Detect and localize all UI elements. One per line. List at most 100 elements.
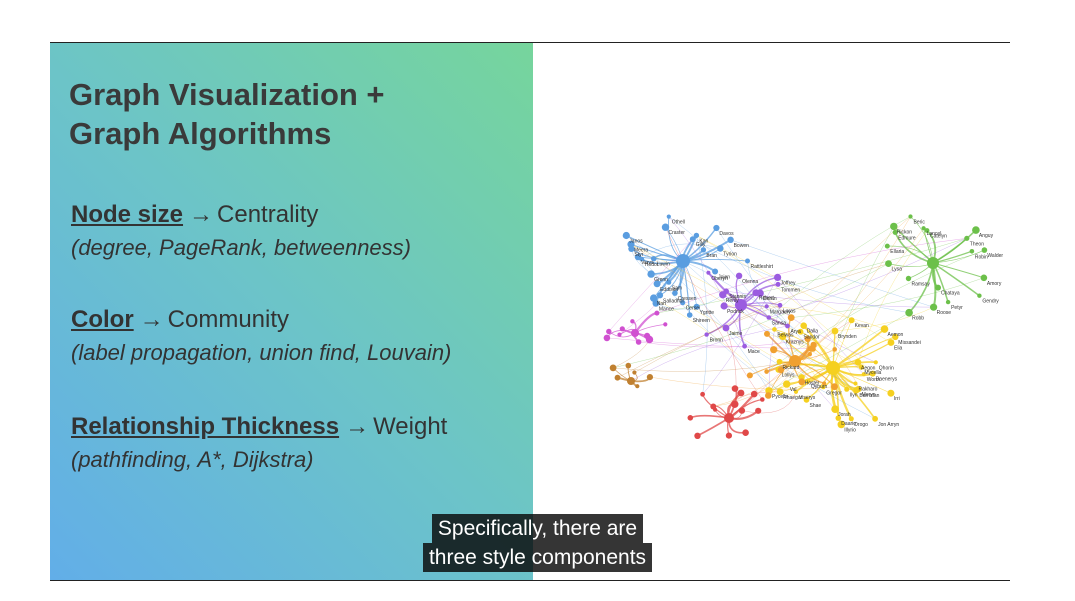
graph-node	[844, 386, 850, 392]
graph-edge	[626, 235, 770, 391]
graph-node-label: Bowen	[734, 243, 750, 249]
graph-node	[635, 339, 642, 345]
arrow-right-icon: →	[189, 201, 214, 228]
graph-node	[693, 303, 700, 310]
graph-node-label: Grenn	[654, 277, 668, 283]
graph-node	[777, 366, 785, 374]
graph-node	[693, 232, 700, 239]
graph-edge	[768, 238, 967, 318]
graph-node-label: Salladhor	[663, 298, 684, 304]
graph-edge	[638, 338, 808, 348]
graph-node	[964, 235, 970, 241]
graph-node	[890, 222, 898, 231]
graph-edge	[773, 349, 856, 384]
graph-node	[822, 381, 827, 386]
style-item-node-size: Node size → Centrality (degree, PageRank, …	[71, 200, 411, 263]
graph-node	[722, 324, 730, 332]
graph-node-label: Barristan	[859, 393, 879, 399]
graph-node	[775, 281, 781, 287]
graph-node	[831, 327, 839, 335]
graph-edge	[665, 227, 763, 400]
graph-node	[884, 243, 890, 249]
graph-node-label: Shireen	[693, 318, 710, 324]
graph-node-label: Illyrio	[844, 427, 856, 433]
graph-node	[832, 347, 837, 352]
graph-node	[880, 325, 889, 333]
graph-node	[798, 378, 806, 386]
arrow-right-icon: →	[139, 306, 164, 333]
graph-node-label: Robb	[912, 316, 924, 322]
graph-node-label: Luwin	[657, 262, 670, 268]
graph-node	[779, 332, 787, 341]
graph-node	[831, 405, 839, 414]
graph-node	[826, 361, 840, 375]
graph-edge	[682, 302, 824, 388]
graph-node	[647, 270, 655, 278]
graph-node	[908, 214, 913, 219]
graph-node	[807, 352, 812, 357]
graph-node-label: Craster	[669, 230, 686, 236]
graph-node	[803, 396, 810, 403]
graph-node	[855, 385, 862, 393]
graph-node	[764, 330, 770, 337]
video-caption: Specifically, there are three style comp…	[0, 514, 1075, 572]
graph-node	[680, 300, 686, 306]
graph-node-label: Ygritte	[700, 310, 715, 316]
graph-node	[737, 389, 745, 397]
graph-node-label: Joffrey	[781, 280, 796, 286]
graph-node	[805, 378, 811, 384]
graph-node-label: Rickon	[897, 229, 913, 235]
graph-node	[731, 400, 739, 408]
graph-edge	[741, 391, 797, 414]
graph-edge	[696, 306, 876, 420]
graph-node-label: Jorah	[838, 412, 851, 418]
graph-node	[625, 362, 632, 369]
graph-node	[811, 346, 816, 352]
graph-node-label: Irri	[894, 396, 900, 402]
graph-edge	[613, 360, 796, 372]
graph-node	[774, 273, 782, 281]
graph-node	[776, 358, 783, 365]
color-detail: (label propagation, union find, Louvain)	[71, 340, 452, 365]
graph-edge	[730, 239, 934, 308]
graph-node-label: Renly	[726, 298, 739, 304]
graph-node	[717, 245, 724, 252]
graph-edge	[809, 228, 924, 349]
graph-node-label: Dalla	[807, 329, 819, 335]
graph-node	[831, 383, 838, 391]
graph-node	[892, 333, 899, 341]
graph-node	[742, 343, 747, 349]
graph-node	[854, 359, 862, 366]
graph-node	[694, 432, 701, 439]
graph-edge	[656, 238, 967, 314]
graph-node	[666, 214, 671, 219]
graph-edge	[832, 367, 876, 420]
graph-edge	[696, 235, 892, 343]
graph-node	[935, 284, 941, 291]
graph-node-label: Podrick	[727, 309, 744, 315]
graph-node	[686, 312, 693, 318]
graph-node	[644, 332, 651, 339]
graph-node	[651, 256, 657, 262]
graph-node-label: Doran	[763, 296, 777, 302]
graph-node-label: Walder	[987, 253, 1003, 259]
graph-node-label: Rattleshirt	[751, 264, 774, 270]
graph-edge	[713, 360, 796, 407]
graph-node	[887, 339, 895, 346]
graph-node-label: Anguy	[979, 233, 994, 239]
graph-node	[650, 294, 658, 302]
graph-node	[689, 236, 696, 243]
graph-node	[710, 403, 717, 410]
graph-node-label: Sam	[672, 285, 682, 291]
graph-node-label: Theon	[970, 241, 984, 247]
graph-node	[764, 304, 769, 309]
graph-node	[700, 247, 707, 253]
graph-node-label: Aegon	[861, 365, 876, 371]
graph-edge	[682, 260, 808, 340]
graph-node-label: Daenerys	[876, 377, 898, 383]
graph-node	[700, 391, 705, 397]
graph-node	[785, 323, 790, 329]
graph-node-label: Ramsay	[912, 282, 931, 288]
graph-edge	[773, 216, 911, 350]
graph-node-label: Val	[790, 387, 797, 393]
